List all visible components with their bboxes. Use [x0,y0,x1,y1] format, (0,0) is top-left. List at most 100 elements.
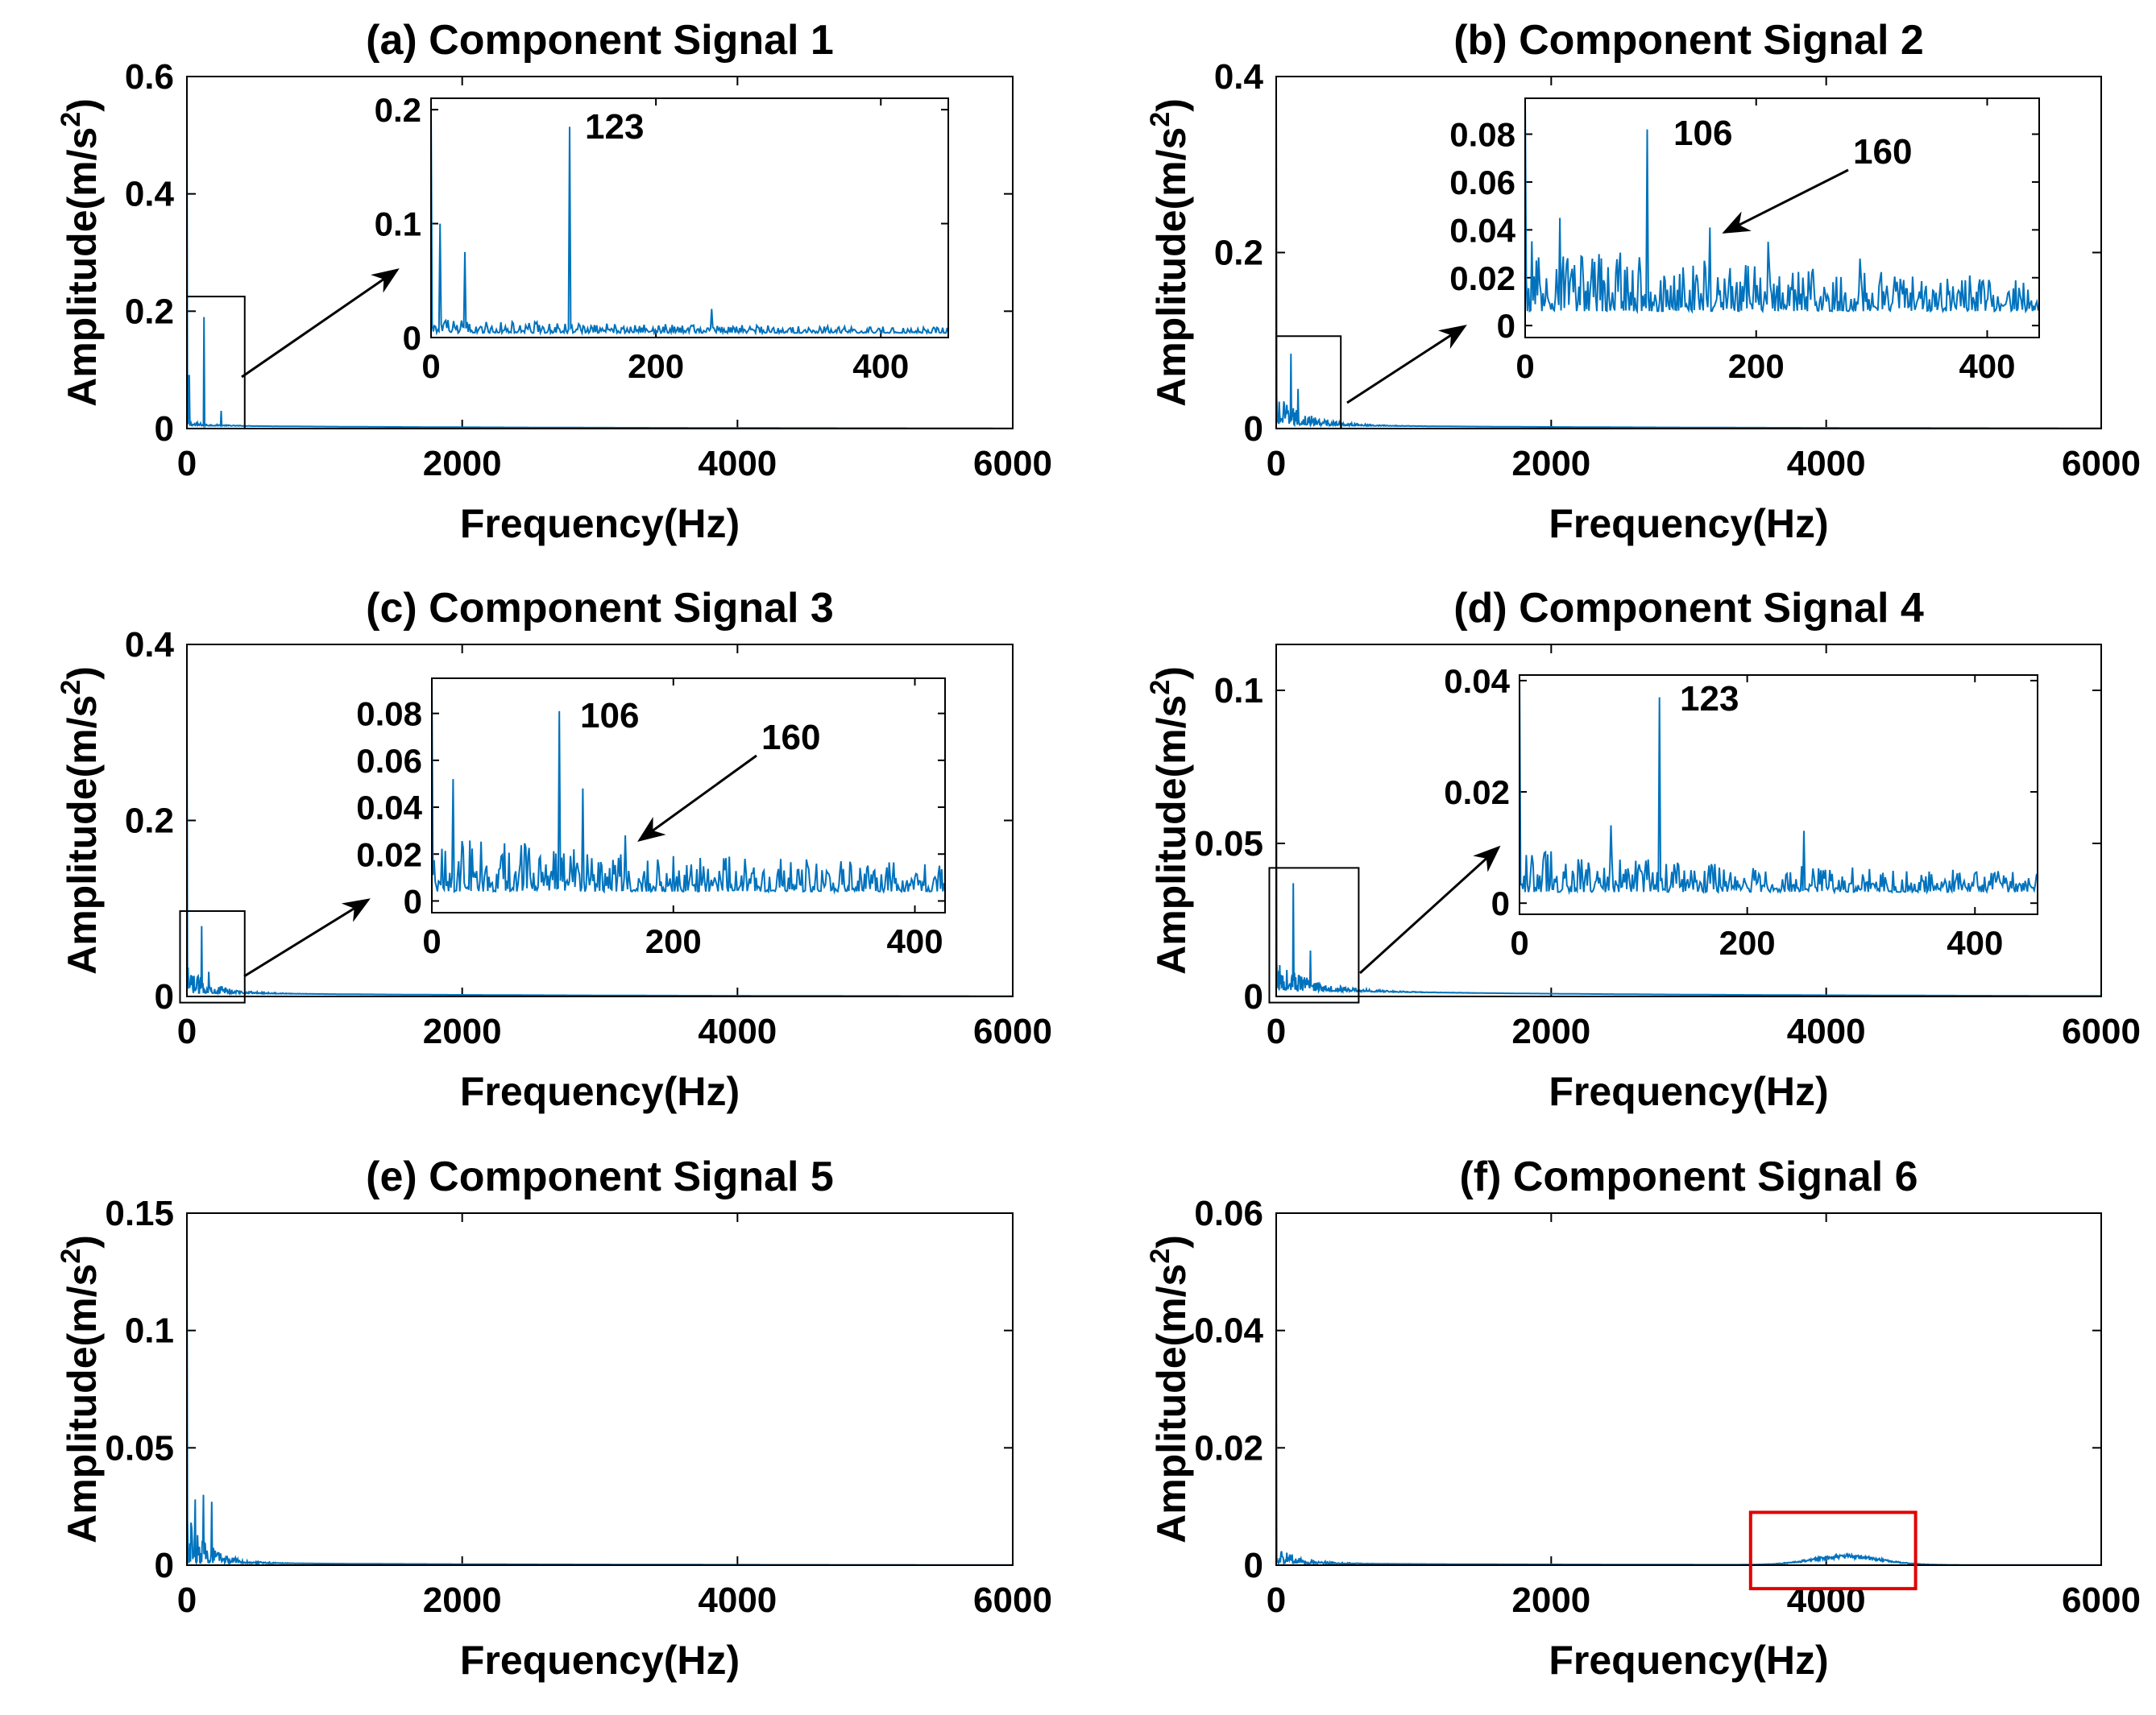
x-axis-label: Frequency(Hz) [460,501,740,546]
y-tick-label: 0.08 [1449,116,1515,154]
y-tick-label: 0.04 [356,789,422,826]
x-tick-label: 0 [1510,924,1528,962]
inset-plot: 0 200 400 0 0.02 0.04 0.06 0.08 106 160 [356,677,946,960]
y-tick-label: 0.04 [1444,662,1510,700]
peak-arrow-160 [637,754,757,842]
y-tick-label: 0 [155,1546,174,1585]
x-tick-label: 6000 [2062,1580,2141,1620]
y-tick-label: 0.2 [1214,234,1263,273]
x-tick-label: 200 [1719,924,1776,962]
inset-frame [1524,97,2040,338]
x-tick-label: 2000 [423,1580,502,1620]
inset-plot: 0 200 400 0 0.02 0.04 123 [1444,662,2038,962]
y-tick-label: 0.2 [125,292,174,331]
x-axis-label: Frequency(Hz) [460,1069,740,1114]
y-tick-label: 0.6 [125,57,174,97]
y-tick-label: 0 [403,319,421,357]
x-tick-label: 2000 [1511,1012,1590,1051]
y-axis-label: Amplitude(m/s2) [1145,1235,1194,1543]
inset-frame [430,97,949,338]
x-tick-label: 6000 [973,444,1052,483]
x-tick-label: 400 [886,922,943,960]
x-tick-label: 0 [177,1012,197,1051]
subplot-title: (a) Component Signal 1 [366,17,834,64]
y-tick-label: 0 [155,409,174,449]
axes-frame [1275,644,2102,997]
zoom-arrow [1358,845,1501,975]
x-axis-label: Frequency(Hz) [1549,501,1828,546]
y-axis-label: Amplitude(m/s2) [1145,98,1194,407]
y-axis-label: Amplitude(m/s2) [56,98,105,407]
inset-spectrum-line [432,678,945,895]
zoom-region-box [1275,335,1342,430]
peak-arrow-160 [1722,168,1849,234]
y-tick-label: 0.05 [1194,824,1263,864]
peak-label-160: 160 [1853,132,1912,172]
zoom-region-box [1268,867,1360,1004]
x-tick-label: 200 [1728,347,1785,385]
y-tick-label: 0.2 [375,91,421,129]
x-axis-label: Frequency(Hz) [1549,1638,1828,1683]
x-tick-label: 6000 [2062,444,2141,483]
x-tick-label: 0 [177,444,197,483]
peak-label-106: 106 [1673,114,1732,153]
peak-label-123: 123 [585,107,644,147]
inset-frame [431,677,946,913]
inset-plot: 0 200 400 0 0.02 0.04 0.06 0.08 106 160 [1449,97,2040,385]
x-tick-label: 6000 [973,1580,1052,1620]
axes-frame [186,1212,1014,1566]
subplot-f: (f) Component Signal 6 0 2000 4000 6000 0 0.02… [1145,1154,2141,1683]
inset-frame [1519,674,2038,915]
y-tick-label: 0.2 [125,802,174,841]
y-tick-label: 0.1 [125,1311,174,1351]
x-axis-label: Frequency(Hz) [460,1638,740,1683]
x-tick-label: 4000 [698,444,777,483]
subplot-title: (e) Component Signal 5 [366,1154,834,1200]
y-axis-label: Amplitude(m/s2) [56,1235,105,1543]
peak-label-160: 160 [761,718,820,757]
y-tick-label: 0.02 [1444,773,1510,811]
y-tick-label: 0.06 [1449,164,1515,201]
y-tick-label: 0.1 [375,205,421,243]
peak-label-106: 106 [580,696,639,735]
zoom-arrow [241,268,400,379]
y-axis-label: Amplitude(m/s2) [1145,666,1194,975]
zoom-region-box [179,910,246,1004]
y-tick-label: 0.15 [105,1194,174,1233]
subplot-d: (d) Component Signal 40 2000 4000 600000.05… [1145,585,2141,1114]
y-tick-label: 0.4 [125,625,175,665]
subplot-a: (a) Component Signal 10 2000 4000 600000.20… [56,17,1052,546]
subplot-b: (b) Component Signal 20 2000 4000 600000.20… [1145,17,2141,546]
axes-frame [186,644,1014,997]
zoom-region-box [186,296,246,429]
x-axis-label: Frequency(Hz) [1549,1069,1828,1114]
inset-spectrum-line [431,110,948,337]
y-tick-label: 0.06 [356,742,422,780]
x-tick-label: 4000 [698,1580,777,1620]
highlight-box [1748,1510,1918,1591]
zoom-arrow [1346,325,1467,404]
x-tick-label: 400 [852,347,909,385]
axes-frame [186,76,1014,429]
y-tick-label: 0 [1244,409,1263,449]
y-tick-label: 0 [155,977,174,1017]
y-tick-label: 0.4 [1214,57,1264,97]
y-tick-label: 0 [404,882,422,920]
y-tick-label: 0.1 [1214,671,1263,710]
x-tick-label: 0 [1267,1012,1286,1051]
axes-frame [1275,1212,2102,1566]
y-tick-label: 0.02 [356,835,422,873]
x-tick-label: 0 [177,1580,197,1620]
y-tick-label: 0.02 [1449,259,1515,297]
y-tick-label: 0.08 [356,695,422,733]
x-tick-label: 2000 [1511,444,1590,483]
x-tick-label: 4000 [1787,444,1866,483]
subplot-title: (f) Component Signal 6 [1459,1154,1918,1200]
y-tick-label: 0 [1244,1546,1263,1585]
y-tick-label: 0.02 [1194,1428,1263,1468]
peak-label-123: 123 [1680,679,1739,719]
x-tick-label: 2000 [423,444,502,483]
y-tick-label: 0 [1491,884,1510,922]
spectrum-line [1276,1283,2101,1565]
x-tick-label: 0 [1267,444,1286,483]
